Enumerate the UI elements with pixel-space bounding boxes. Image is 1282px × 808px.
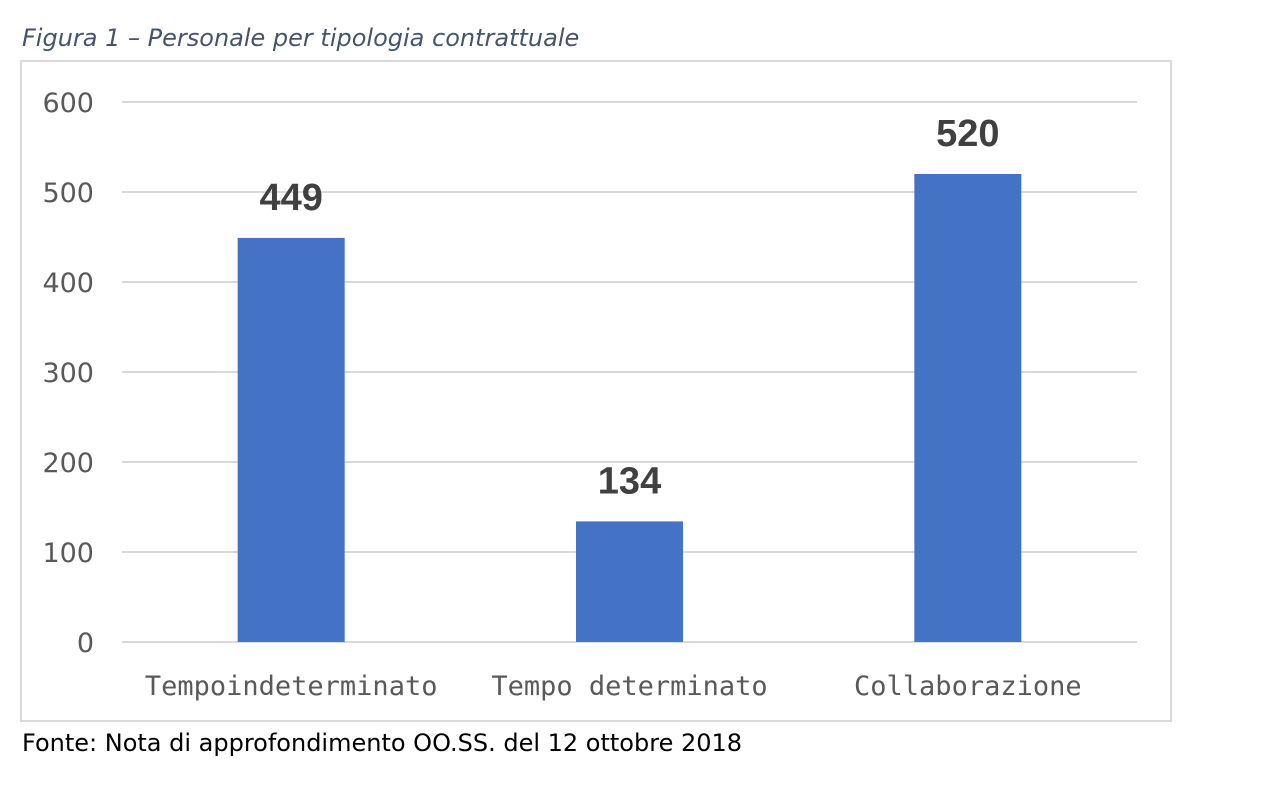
bar-chart: 0 100 200 300 400 500 600 449 Tempoindeterminato… (20, 60, 1172, 722)
source-note: Fonte: Nota di approfondimento OO.SS. de… (22, 729, 743, 757)
y-tick-label: 0 (77, 628, 94, 659)
bar (914, 174, 1022, 642)
bar (576, 521, 683, 642)
y-tick-label: 400 (42, 268, 94, 299)
x-tick-label: Tempo determinato (491, 671, 767, 702)
data-label: 520 (936, 113, 999, 155)
data-label: 449 (259, 177, 322, 219)
y-tick-label: 600 (42, 88, 94, 119)
y-tick-label: 300 (42, 358, 94, 389)
y-tick-label: 100 (42, 538, 94, 569)
y-tick-label: 200 (42, 448, 94, 479)
chart-svg: 0 100 200 300 400 500 600 449 Tempoindeterminato… (42, 88, 1137, 702)
y-tick-label: 500 (42, 178, 94, 209)
x-tick-label: Tempoindeterminato (145, 671, 438, 702)
figure-caption: Figura 1 – Personale per tipologia contr… (22, 24, 580, 52)
bar (237, 237, 345, 642)
x-tick-label: Collaborazione (854, 671, 1082, 702)
data-label: 134 (598, 460, 661, 502)
